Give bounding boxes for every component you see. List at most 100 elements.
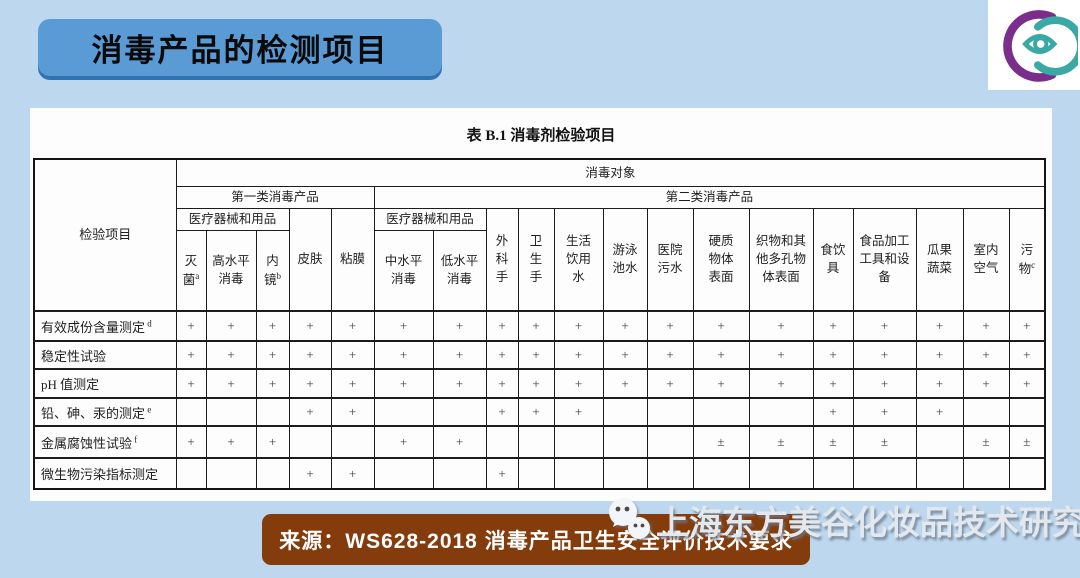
header-medical1: 医疗器械和用品	[175, 207, 290, 231]
table-row: 铅、砷、汞的测定 e + + + + + + + +	[33, 397, 1046, 427]
mark-cell: +	[255, 310, 290, 342]
table-body: 有效成份含量测定 d + + + + + + + + + + + + + + + + + + + 稳定性试验 + + + + + +…	[33, 310, 1046, 490]
inspection-table: 检验项目 消毒对象 第一类消毒产品 第二类消毒产品 医疗器械和用品 皮肤 粘膜 …	[33, 158, 1047, 490]
mark-cell: +	[288, 368, 332, 399]
mark-cell: +	[255, 340, 290, 370]
mark-cell: +	[1008, 340, 1046, 370]
mark-cell: +	[962, 310, 1010, 342]
mark-cell	[553, 457, 604, 490]
row-label: pH 值测定	[33, 368, 177, 399]
mark-cell: +	[748, 310, 814, 342]
mark-cell: +	[373, 368, 434, 399]
mark-cell: ±	[852, 425, 917, 459]
mark-cell: +	[748, 368, 814, 399]
mark-cell	[255, 457, 290, 490]
page-title: 消毒产品的检测项目	[38, 19, 442, 76]
mark-cell	[517, 457, 555, 490]
mark-cell: +	[485, 340, 519, 370]
col-food-equipment: 食品加工 工具和设 备	[852, 207, 917, 312]
mark-cell: +	[432, 340, 487, 370]
mark-cell	[553, 425, 604, 459]
mark-cell	[205, 457, 257, 490]
mark-cell: +	[175, 340, 207, 370]
mark-cell	[962, 457, 1010, 490]
mark-cell: +	[175, 425, 207, 459]
mark-cell: +	[692, 310, 750, 342]
table-header: 检验项目 消毒对象 第一类消毒产品 第二类消毒产品 医疗器械和用品 皮肤 粘膜 …	[33, 158, 1046, 312]
mark-cell: +	[485, 457, 519, 490]
mark-cell	[812, 457, 854, 490]
mark-cell: +	[553, 368, 604, 399]
col-pool-water: 游泳 池水	[602, 207, 648, 312]
col-hygienic-hand: 卫 生 手	[517, 207, 555, 312]
col-low-level: 低水平 消毒	[432, 229, 487, 312]
mark-cell	[962, 397, 1010, 427]
table-row: 稳定性试验 + + + + + + + + + + + + + + + + + + +	[33, 340, 1046, 370]
mark-cell	[175, 397, 207, 427]
mark-cell: +	[602, 368, 648, 399]
col-indoor-air: 室内 空气	[962, 207, 1010, 312]
table-row: 有效成份含量测定 d + + + + + + + + + + + + + + + + + + +	[33, 310, 1046, 342]
mark-cell	[915, 425, 964, 459]
corner-header: 检验项目	[33, 158, 177, 312]
mark-cell: +	[602, 310, 648, 342]
mark-cell: ±	[812, 425, 854, 459]
mark-cell: +	[485, 368, 519, 399]
col-skin: 皮肤	[288, 207, 332, 312]
header-class2: 第二类消毒产品	[373, 185, 1046, 209]
mark-cell	[288, 425, 332, 459]
logo-icon	[1003, 10, 1078, 82]
col-fruits-vegetables: 瓜果 蔬菜	[915, 207, 964, 312]
mark-cell	[255, 397, 290, 427]
mark-cell: +	[432, 425, 487, 459]
header-row-leaf: 灭 菌a 高水平 消毒 内 镜b 中水平 消毒 低水平 消毒	[34, 229, 1045, 312]
row-label: 微生物污染指标测定	[33, 457, 177, 490]
mark-cell: +	[553, 310, 604, 342]
mark-cell	[602, 397, 648, 427]
col-sterilization: 灭 菌a	[175, 229, 207, 312]
mark-cell: +	[205, 310, 257, 342]
mark-cell: +	[330, 457, 375, 490]
header-medical2: 医疗器械和用品	[373, 207, 487, 231]
mark-cell: +	[692, 340, 750, 370]
mark-cell	[1008, 397, 1046, 427]
source-banner: 来源：WS628-2018 消毒产品卫生安全评价技术要求	[262, 514, 810, 565]
mark-cell: +	[692, 368, 750, 399]
mark-cell	[852, 457, 917, 490]
mark-cell: +	[205, 340, 257, 370]
mark-cell	[517, 425, 555, 459]
mark-cell	[1008, 457, 1046, 490]
col-fabric-surface: 织物和其 他多孔物 体表面	[748, 207, 814, 312]
row-label: 金属腐蚀性试验 f	[33, 425, 177, 459]
mark-cell	[373, 457, 434, 490]
row-label: 稳定性试验	[33, 340, 177, 370]
mark-cell	[432, 397, 487, 427]
col-tableware: 食饮 具	[812, 207, 854, 312]
mark-cell	[646, 457, 694, 490]
header-row-class: 第一类消毒产品 第二类消毒产品	[34, 185, 1046, 209]
header-row-group: 医疗器械和用品 皮肤 粘膜 医疗器械和用品 外 科 手 卫 生 手 生活 饮用 …	[34, 207, 1046, 312]
mark-cell: +	[915, 397, 964, 427]
mark-cell: +	[602, 340, 648, 370]
mark-cell	[602, 457, 648, 490]
mark-cell	[602, 425, 648, 459]
mark-cell	[692, 457, 750, 490]
col-hard-surface: 硬质 物体 表面	[692, 207, 750, 312]
mark-cell: +	[517, 340, 555, 370]
col-hospital-sewage: 医院 污水	[646, 207, 694, 312]
mark-cell: +	[330, 368, 375, 399]
table-row: pH 值测定 + + + + + + + + + + + + + + + + + + +	[33, 368, 1046, 399]
mark-cell: +	[373, 425, 434, 459]
header-row-object: 检验项目 消毒对象	[33, 158, 1046, 312]
mark-cell: +	[748, 340, 814, 370]
col-waste: 污 物c	[1008, 207, 1046, 312]
mark-cell: +	[288, 340, 332, 370]
mark-cell: +	[330, 397, 375, 427]
col-drinking-water: 生活 饮用 水	[553, 207, 604, 312]
mark-cell	[330, 425, 375, 459]
mark-cell	[646, 397, 694, 427]
table-row: 金属腐蚀性试验 f + + + + + ± ± ± ± ± ±	[33, 425, 1046, 459]
mark-cell: +	[915, 368, 964, 399]
col-high-level: 高水平 消毒	[205, 229, 257, 312]
